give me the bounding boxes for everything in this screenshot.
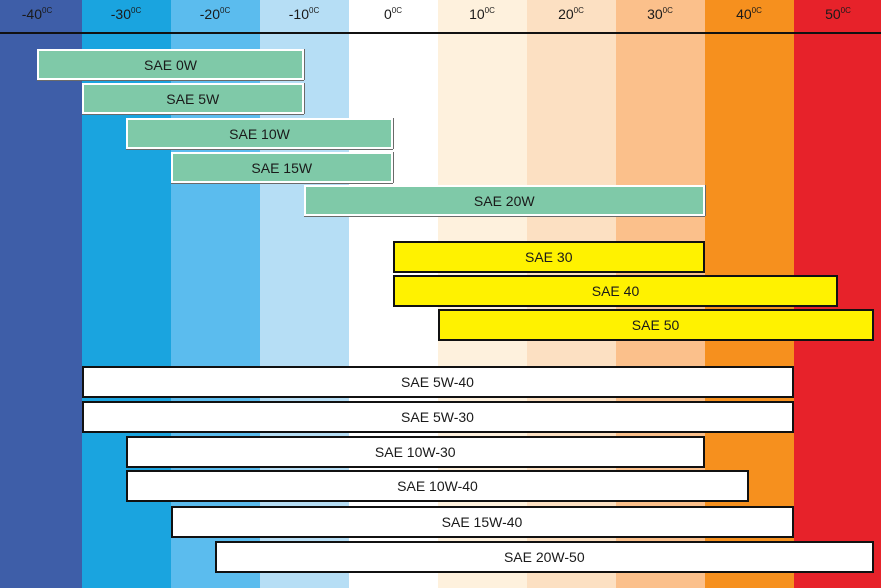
- tick-label: 100C: [452, 6, 512, 22]
- tick-value: -10: [288, 6, 309, 22]
- grade-label: SAE 30: [525, 249, 573, 265]
- grade-bar: SAE 15W: [170, 152, 393, 183]
- grade-label: SAE 15W-40: [441, 514, 523, 530]
- tick-unit: 0C: [751, 6, 762, 15]
- grade-label: SAE 15W: [251, 159, 313, 176]
- grade-bar: SAE 20W-50: [215, 541, 874, 573]
- grade-label: SAE 40: [591, 283, 640, 299]
- grade-label: SAE 20W-50: [503, 549, 585, 565]
- tick-value: -40: [21, 6, 42, 22]
- tick-unit: 0C: [840, 6, 851, 15]
- tick-value: -30: [110, 6, 131, 22]
- grade-bar: SAE 5W-40: [81, 366, 794, 398]
- grade-label: SAE 0W: [144, 56, 197, 73]
- tick-unit: 0C: [131, 6, 142, 15]
- grade-bar: SAE 5W-30: [81, 401, 794, 433]
- tick-unit: 0C: [220, 6, 231, 15]
- grade-label: SAE 10W: [229, 125, 290, 142]
- tick-unit: 0C: [42, 6, 53, 15]
- axis-line: [0, 32, 881, 34]
- tick-label: 00C: [363, 6, 423, 22]
- grade-label: SAE 10W-40: [397, 478, 478, 494]
- tick-unit: 0C: [309, 6, 320, 15]
- grade-bar: SAE 30: [393, 241, 705, 273]
- grade-label: SAE 5W: [166, 90, 220, 107]
- tick-value: 50: [825, 6, 841, 22]
- tick-label: 400C: [719, 6, 779, 22]
- grade-bar: SAE 10W: [126, 118, 393, 149]
- tick-unit: 0C: [484, 6, 495, 15]
- tick-label: 300C: [630, 6, 690, 22]
- tick-value: 30: [647, 6, 663, 22]
- grade-bar: SAE 5W: [81, 83, 304, 114]
- grade-label: SAE 20W: [473, 192, 535, 209]
- grade-bar: SAE 15W-40: [170, 506, 794, 538]
- grade-bar: SAE 0W: [37, 49, 304, 80]
- tick-label: -400C: [7, 6, 67, 22]
- grade-bar: SAE 20W: [304, 185, 705, 216]
- grade-label: SAE 5W-40: [401, 374, 474, 390]
- tick-unit: 0C: [391, 6, 403, 15]
- tick-label: -300C: [96, 6, 156, 22]
- tick-value: 20: [558, 6, 574, 22]
- grade-label: SAE 50: [631, 317, 680, 333]
- tick-value: 40: [736, 6, 752, 22]
- tick-unit: 0C: [662, 6, 673, 15]
- grade-label: SAE 5W-30: [401, 409, 474, 425]
- grade-bar: SAE 10W-30: [126, 436, 705, 468]
- grade-bar: SAE 50: [437, 309, 874, 341]
- tick-label: 200C: [541, 6, 601, 22]
- temperature-band: [0, 0, 82, 588]
- tick-label: -200C: [185, 6, 245, 22]
- tick-value: -20: [199, 6, 220, 22]
- tick-value: 0: [383, 6, 392, 22]
- tick-label: 500C: [808, 6, 868, 22]
- grade-bar: SAE 40: [393, 275, 838, 307]
- tick-unit: 0C: [573, 6, 584, 15]
- grade-bar: SAE 10W-40: [126, 470, 749, 502]
- grade-label: SAE 10W-30: [374, 444, 456, 460]
- tick-label: -100C: [274, 6, 334, 22]
- tick-value: 10: [469, 6, 485, 22]
